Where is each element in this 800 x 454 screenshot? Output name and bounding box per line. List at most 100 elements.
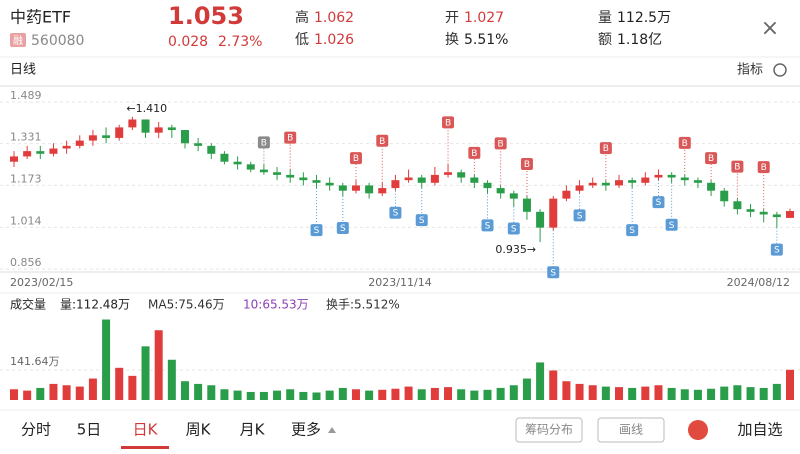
volume-bar bbox=[233, 390, 242, 400]
add-watchlist[interactable]: 加自选 bbox=[737, 421, 782, 439]
trade-marker[interactable] bbox=[481, 219, 494, 232]
volume-bar bbox=[36, 387, 45, 400]
draw-button[interactable]: 画线 bbox=[619, 423, 643, 437]
close-button[interactable]: × bbox=[761, 16, 779, 41]
trade-marker-label: B bbox=[682, 139, 688, 149]
trade-marker[interactable] bbox=[389, 206, 402, 219]
candle-body bbox=[575, 185, 584, 191]
trade-marker[interactable] bbox=[415, 214, 428, 227]
record-button[interactable] bbox=[688, 420, 708, 440]
extreme-annotation: 0.935→ bbox=[495, 243, 536, 256]
volume-bar bbox=[444, 387, 453, 400]
volume-bar bbox=[404, 386, 413, 400]
trade-marker[interactable] bbox=[468, 146, 481, 159]
button-frame bbox=[597, 417, 665, 443]
trade-marker-label: B bbox=[261, 138, 267, 148]
volume-bar bbox=[470, 390, 479, 400]
trade-marker[interactable] bbox=[520, 157, 533, 170]
trade-marker[interactable] bbox=[349, 152, 362, 165]
candle-body bbox=[259, 169, 268, 173]
volume-bar bbox=[259, 391, 268, 400]
trade-marker-label: S bbox=[485, 221, 491, 231]
candle-body bbox=[680, 177, 689, 181]
trade-marker-label: S bbox=[419, 216, 425, 226]
trade-marker[interactable] bbox=[442, 116, 455, 129]
candle-body bbox=[102, 135, 111, 138]
price: 1.053 bbox=[168, 2, 244, 30]
volume-value: 量:112.48万 bbox=[60, 298, 130, 312]
trade-marker-label: B bbox=[603, 144, 609, 154]
volume-bar bbox=[786, 369, 794, 400]
candle-body bbox=[641, 177, 650, 183]
trade-marker-label: B bbox=[471, 149, 477, 159]
period-tab[interactable]: 分时 bbox=[21, 421, 51, 439]
period-tab[interactable]: 周K bbox=[186, 421, 212, 439]
candle-body bbox=[75, 140, 84, 146]
stat-value: 1.027 bbox=[464, 10, 504, 26]
trade-marker[interactable] bbox=[731, 160, 744, 173]
period-tab[interactable]: 更多 bbox=[291, 421, 321, 439]
period-tab[interactable]: 5日 bbox=[77, 421, 102, 439]
trade-marker[interactable] bbox=[652, 196, 665, 209]
trade-marker[interactable] bbox=[770, 243, 783, 256]
period-tab[interactable]: 月K bbox=[240, 421, 266, 439]
settings-icon[interactable] bbox=[773, 63, 787, 77]
trade-marker-label: B bbox=[524, 160, 530, 170]
trade-marker[interactable] bbox=[547, 266, 560, 279]
stat-value: 1.026 bbox=[314, 32, 354, 48]
trade-marker-label: S bbox=[550, 268, 556, 278]
volume-bar bbox=[338, 387, 347, 400]
volume-bar bbox=[575, 383, 584, 400]
candle-body bbox=[536, 211, 545, 228]
trade-marker[interactable] bbox=[494, 137, 507, 150]
trade-marker-label: B bbox=[761, 163, 767, 173]
trade-marker[interactable] bbox=[310, 224, 323, 237]
trade-marker[interactable] bbox=[573, 209, 586, 222]
stat-label: 换 bbox=[445, 31, 459, 48]
trade-marker-label: S bbox=[340, 224, 346, 234]
volume-bar bbox=[562, 381, 571, 400]
trade-marker-label: B bbox=[498, 139, 504, 149]
trade-marker[interactable] bbox=[376, 134, 389, 147]
candle-body bbox=[365, 185, 374, 194]
volume-bar bbox=[128, 375, 137, 400]
trade-marker[interactable] bbox=[336, 221, 349, 234]
trade-marker[interactable] bbox=[665, 218, 678, 231]
candle-body bbox=[10, 156, 18, 162]
indicator-button[interactable]: 指标 bbox=[737, 63, 763, 78]
trade-marker[interactable] bbox=[599, 142, 612, 155]
trade-marker-label: B bbox=[353, 154, 359, 164]
stat-value: 1.18亿 bbox=[617, 32, 662, 48]
stat-label: 额 bbox=[598, 32, 612, 48]
volume-bar bbox=[707, 388, 716, 400]
button-frame bbox=[515, 417, 583, 443]
volume-title: 成交量 bbox=[10, 297, 46, 312]
candle-body bbox=[772, 214, 781, 218]
volume-bar bbox=[536, 362, 545, 400]
stat-value: 112.5万 bbox=[617, 10, 671, 26]
volume-bar bbox=[180, 381, 189, 400]
trade-marker[interactable] bbox=[626, 224, 639, 237]
trade-marker-label: S bbox=[314, 226, 320, 236]
candle-body bbox=[746, 209, 755, 212]
trade-marker[interactable] bbox=[257, 136, 270, 149]
chip-button[interactable]: 筹码分布 bbox=[525, 423, 573, 437]
volume-bar bbox=[509, 385, 518, 400]
trade-marker-label: S bbox=[393, 209, 399, 219]
volume-bar bbox=[522, 378, 531, 400]
period-tab[interactable]: 日K bbox=[133, 421, 159, 439]
candle-body bbox=[273, 172, 282, 175]
stock-code: 560080 bbox=[31, 33, 84, 49]
trade-marker[interactable] bbox=[705, 152, 718, 165]
candle-body bbox=[23, 151, 32, 157]
trade-marker[interactable] bbox=[678, 136, 691, 149]
candle-body bbox=[286, 174, 295, 178]
stat-label: 开 bbox=[445, 10, 459, 26]
trade-marker[interactable] bbox=[284, 131, 297, 144]
trade-marker[interactable] bbox=[757, 161, 770, 174]
candle-body bbox=[312, 180, 321, 183]
candle-body bbox=[115, 127, 124, 138]
candle-body bbox=[338, 185, 347, 191]
trade-marker[interactable] bbox=[507, 222, 520, 235]
candle-body bbox=[154, 127, 163, 133]
